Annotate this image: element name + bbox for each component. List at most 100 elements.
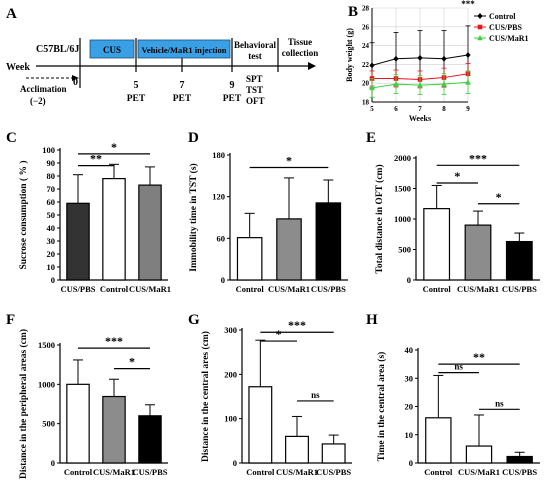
panel-a-timeline: A C57BL/6J Week Acclimation (−2) CUS Veh… — [6, 6, 318, 106]
bar-cus-pbs — [321, 443, 346, 464]
significance-label: ** — [90, 152, 102, 166]
x-tick-label: Control — [423, 284, 452, 294]
x-tick-label: 5 — [370, 105, 374, 113]
injection-label: Vehicle/MaR1 injection — [142, 45, 227, 55]
timeline-arrowhead — [308, 62, 316, 70]
week-mark-5: 5 — [134, 80, 139, 91]
week-axis-label: Week — [6, 62, 30, 73]
bar-control — [66, 383, 90, 464]
y-tick-label: 60 — [47, 197, 56, 207]
y-tick-label: 26 — [362, 23, 370, 31]
panel-letter-b: B — [348, 4, 358, 20]
y-tick-label: 500 — [42, 419, 55, 429]
y-tick-label: 180 — [212, 150, 225, 160]
panel-letter-f: F — [6, 312, 15, 328]
x-tick-label: Control — [236, 284, 265, 294]
behavioral-label-line1: Behavioral — [234, 40, 276, 50]
y-axis-label: Distance in the central ares (cm) — [200, 331, 211, 462]
y-tick-label: 1500 — [38, 340, 55, 350]
marker-diamond — [441, 55, 447, 62]
x-tick-label: CUS/MaR1 — [268, 284, 310, 294]
y-tick-label: 120 — [212, 192, 225, 202]
y-tick-label: 40 — [405, 345, 414, 355]
x-tick-label: CUS/MaR1 — [93, 467, 135, 477]
bar-control — [248, 386, 273, 464]
y-tick-label: 100 — [224, 414, 237, 424]
acclimation-arrowhead — [72, 75, 79, 81]
test-spt: SPT — [246, 74, 263, 84]
significance-label: * — [276, 327, 282, 341]
week-mark-7: 7 — [180, 80, 185, 91]
y-tick-label: 28 — [362, 5, 370, 13]
cus-label: CUS — [103, 45, 121, 55]
chart-h: 0 10 20 30 40 Time in the central area (s) Con… — [376, 345, 540, 477]
panel-letter-c: C — [6, 130, 17, 146]
marker-diamond — [465, 52, 471, 58]
marker-diamond — [369, 62, 375, 69]
chart-e: 0 500 1000 1500 2000 Total distance in OFT (c… — [374, 151, 540, 294]
bar-control — [423, 208, 451, 281]
y-tick-label: 300 — [224, 325, 237, 335]
y-tick-label: 1000 — [394, 214, 411, 224]
y-tick-label: 500 — [398, 245, 411, 255]
y-axis-label: Sucrose consumption ( % ) — [18, 160, 29, 269]
bar-control — [425, 417, 452, 464]
bar-control — [102, 178, 126, 281]
y-tick-label: 0 — [221, 275, 225, 285]
y-axis-label: Immobility time in TST (s) — [188, 163, 199, 271]
panel-letter-h: H — [366, 312, 378, 328]
week-mark-0: 0 — [73, 77, 78, 88]
panel-letter-g: G — [188, 312, 200, 328]
tissue-label-line1: Tissue — [288, 37, 312, 47]
y-tick-label: 22 — [362, 61, 370, 69]
y-axis-label: Time in the central area (s) — [376, 352, 387, 462]
significance-label: *** — [288, 318, 306, 332]
legend-label: CUS/PBS — [489, 23, 522, 32]
bar-cus-mar1 — [102, 395, 126, 464]
chart-c: 0 10 20 30 40 50 60 70 80 90 100 Sucrose consumptio… — [18, 140, 171, 294]
test-tst: TST — [246, 85, 263, 95]
y-tick-label: 70 — [47, 184, 56, 194]
pet-label-9: PET — [223, 94, 242, 104]
marker-square — [477, 24, 483, 30]
bar-cus-mar1 — [465, 445, 493, 464]
marker-triangle — [417, 82, 423, 88]
marker-triangle — [477, 35, 483, 41]
marker-triangle — [441, 81, 447, 87]
significance-label: ns — [311, 390, 320, 400]
y-tick-label: 20 — [47, 249, 56, 259]
tissue-label-line2: collection — [282, 48, 319, 58]
significance-label: *** — [469, 151, 487, 165]
significance-label: ** — [473, 350, 485, 364]
y-tick-label: 18 — [362, 99, 370, 107]
pet-label-5: PET — [127, 94, 146, 104]
y-tick-label: 30 — [405, 373, 414, 383]
significance-label: *** — [461, 0, 475, 9]
bar-cus-pbs — [138, 415, 162, 464]
acclimation-week: (−2) — [30, 96, 46, 106]
panel-letter-a: A — [6, 6, 17, 22]
y-tick-label: 40 — [47, 223, 56, 233]
x-axis-label: Weeks — [409, 114, 431, 123]
chart-d: 0 60 120 180 Immobility time in TST (s) Contr… — [188, 150, 348, 294]
x-tick-label: CUS/PBS — [61, 284, 96, 294]
bar-control — [236, 237, 263, 281]
y-axis-label: Body weight (g) — [345, 28, 354, 82]
x-tick-label: 7 — [418, 105, 422, 113]
behavioral-label-line2: test — [248, 51, 262, 61]
x-tick-label: CUS/MaR1 — [276, 467, 318, 477]
x-tick-label: CUS/PBS — [502, 284, 537, 294]
significance-label: ns — [495, 398, 504, 408]
x-tick-label: 6 — [394, 105, 398, 113]
series-cus-mar1 — [369, 70, 471, 98]
chart-g: 0 100 200 300 Distance in the central ares (… — [200, 318, 352, 477]
y-tick-label: 10 — [405, 430, 414, 440]
significance-label: ns — [454, 362, 463, 372]
x-tick-label: 8 — [442, 105, 446, 113]
cus-box — [89, 39, 135, 59]
y-tick-label: 80 — [47, 171, 56, 181]
y-tick-label: 10 — [47, 262, 56, 272]
x-tick-label: 9 — [466, 105, 470, 113]
y-tick-label: 1500 — [394, 184, 411, 194]
bar-cus-mar1 — [276, 218, 302, 281]
